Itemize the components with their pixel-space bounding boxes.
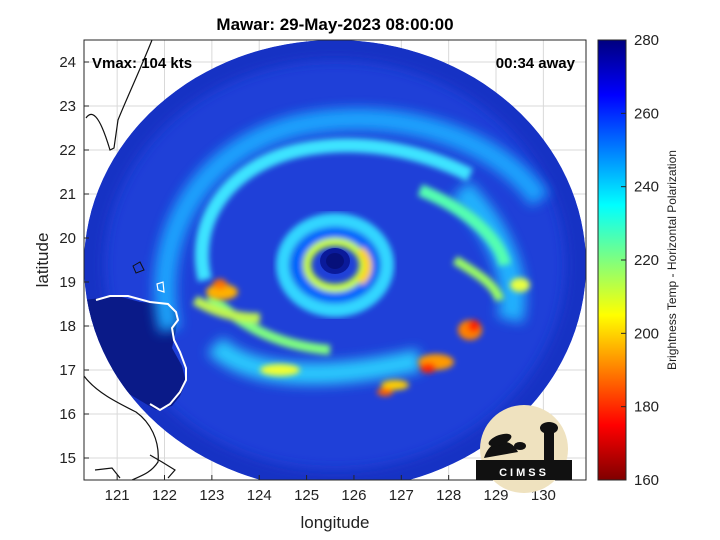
- x-tick-label: 128: [436, 487, 461, 504]
- x-axis-label: longitude: [300, 513, 369, 532]
- colorbar-tick-label: 160: [634, 472, 659, 489]
- y-tick-label: 21: [59, 186, 76, 203]
- colorbar-tick-label: 180: [634, 399, 659, 416]
- vmax-annotation: Vmax: 104 kts: [92, 55, 192, 72]
- x-tick-label: 129: [484, 487, 509, 504]
- x-tick-label: 126: [341, 487, 366, 504]
- colorbar-tick-label: 200: [634, 325, 659, 342]
- colorbar-tick-label: 280: [634, 32, 659, 49]
- x-tick-label: 121: [105, 487, 130, 504]
- y-tick-label: 23: [59, 98, 76, 115]
- y-axis-label: latitude: [33, 233, 52, 288]
- brightness-temp-field: [84, 40, 586, 480]
- y-tick-label: 18: [59, 318, 76, 335]
- y-axis: 15 16 17 18 19 20 21 22 23 24: [59, 54, 89, 467]
- y-tick-label: 17: [59, 362, 76, 379]
- y-tick-label: 20: [59, 230, 76, 247]
- x-tick-label: 125: [294, 487, 319, 504]
- axes-frame: [83, 39, 587, 481]
- colorbar-tick-label: 260: [634, 105, 659, 122]
- cimss-logo: CIMSS: [476, 405, 572, 493]
- x-tick-label: 127: [389, 487, 414, 504]
- cimss-logo-text: CIMSS: [499, 467, 549, 479]
- coastline-luzon: [95, 295, 187, 412]
- y-tick-label: 24: [59, 54, 76, 71]
- x-axis: 121 122 123 124 125 126 127 128 129 130: [105, 475, 556, 504]
- x-tick-label: 130: [531, 487, 556, 504]
- y-tick-label: 15: [59, 450, 76, 467]
- y-tick-label: 16: [59, 406, 76, 423]
- y-tick-label: 19: [59, 274, 76, 291]
- x-tick-label: 124: [247, 487, 272, 504]
- colorbar-tick-label: 240: [634, 179, 659, 196]
- colorbar-label: Brightness Temp - Horizontal Polarizatio…: [665, 150, 679, 370]
- chart-title: Mawar: 29-May-2023 08:00:00: [216, 15, 453, 34]
- colorbar-tick-label: 220: [634, 252, 659, 269]
- coastline: [85, 40, 153, 151]
- x-tick-label: 123: [199, 487, 224, 504]
- y-tick-label: 22: [59, 142, 76, 159]
- time-away-annotation: 00:34 away: [496, 55, 576, 72]
- x-tick-label: 122: [152, 487, 177, 504]
- colorbar: 160 180 200 220 240 260 280 Brightness Temp - …: [597, 32, 679, 489]
